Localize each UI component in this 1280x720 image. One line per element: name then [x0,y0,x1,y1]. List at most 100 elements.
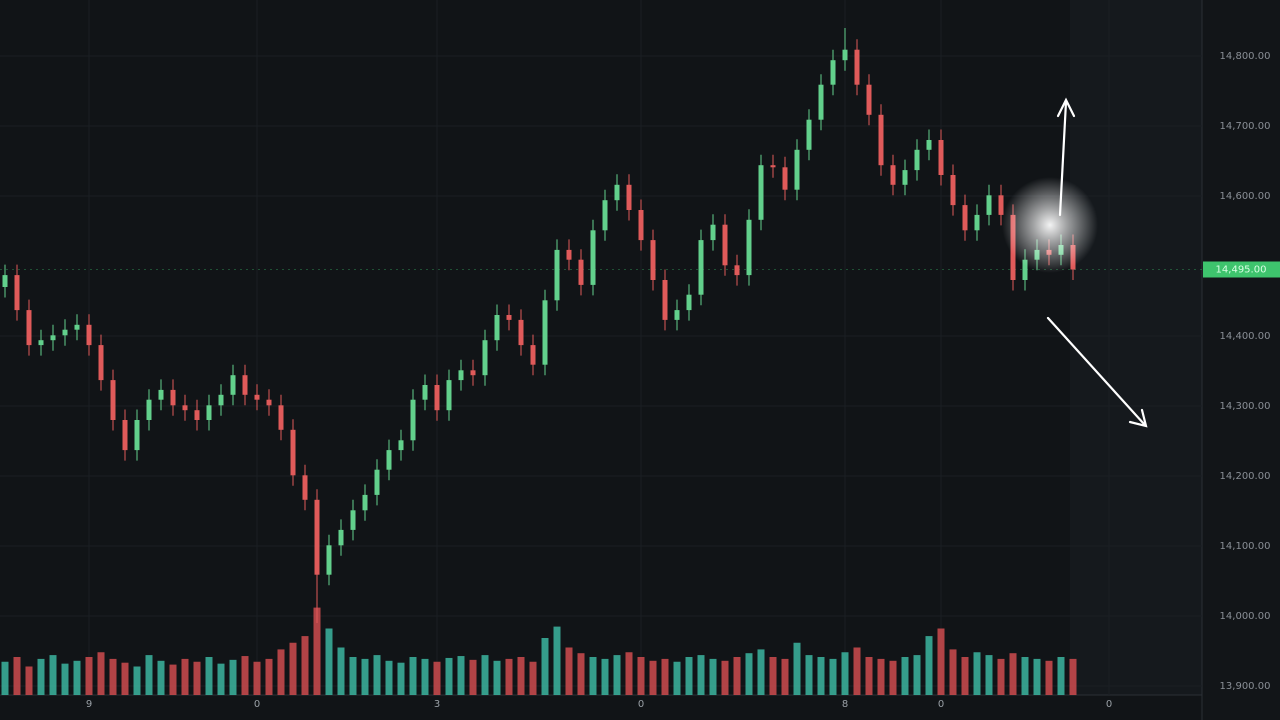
volume-bar [829,658,837,695]
candle-body [674,310,680,320]
candle-body [242,375,248,395]
volume-bar [661,658,669,695]
volume-bar [1057,657,1065,695]
volume-bar [421,658,429,695]
candle-body [950,175,956,206]
volume-bar [301,636,309,695]
volume-bar [709,658,717,695]
candle-body [974,214,980,231]
candle-body [122,420,128,451]
candle-body [86,324,92,346]
candle-body [722,224,728,266]
candle-body [518,319,524,346]
volume-bar [109,658,117,695]
candle-body [26,310,32,346]
candle-body [458,370,464,381]
x-tick-label: 0 [254,699,260,710]
volume-bar [997,658,1005,695]
volume-bar [937,628,945,695]
candle-body [614,184,620,201]
volume-bar [229,659,237,695]
candle-body [362,494,368,511]
volume-bar [193,661,201,695]
candle-body [626,184,632,210]
y-tick-label: 14,700.00 [1220,121,1271,132]
volume-bar [181,658,189,695]
candle-body [302,475,308,500]
volume-bar [397,662,405,695]
price-axis-panel [1202,0,1280,720]
volume-bar [481,655,489,695]
volume-bar [517,657,525,695]
x-tick-label: 0 [638,699,644,710]
volume-bar [625,652,633,695]
volume-bar [577,653,585,695]
volume-bar [1033,658,1041,695]
candle-body [206,405,212,420]
volume-bar [385,660,393,695]
volume-bar [469,659,477,695]
candle-body [830,60,836,85]
volume-bar [145,655,153,695]
volume-bar [757,649,765,695]
candle-body [482,340,488,376]
candle-body [962,205,968,231]
x-tick-label: 3 [434,699,440,710]
volume-bar [85,657,93,695]
candle-body [638,210,644,241]
volume-bar [433,661,441,695]
candle-body [446,380,452,411]
candle-body [110,380,116,420]
volume-bar [685,657,693,695]
arrows [1046,97,1148,428]
volume-bar [853,647,861,695]
volume-bar [289,642,297,695]
volume-bar [649,660,657,695]
volume-bar [241,656,249,695]
volume-bar [565,647,573,695]
volume-bar [745,653,753,695]
volume-bar [985,655,993,695]
candle-body [842,49,848,61]
candle-body [218,394,224,406]
volume-bar [1009,653,1017,695]
candle-body [146,399,152,420]
candle-body [734,265,740,276]
candle-body [554,249,560,301]
candle-body [350,510,356,530]
candle-body [98,345,104,381]
volume-bar [121,662,129,695]
candle-body [686,294,692,311]
candle-body [422,385,428,400]
volume-bar [337,647,345,695]
volume-bar [637,657,645,695]
up-arrow-head [1056,97,1076,118]
volume-bar [613,655,621,695]
candle-body [434,385,440,411]
candle-body [698,240,704,295]
x-tick-label: 9 [86,699,92,710]
volume-bar [901,657,909,695]
axis-layer: 14,800.00 14,700.00 14,600.00 14,400.00 14,3… [86,51,1280,710]
candle-body [506,315,512,320]
candle-body [926,140,932,150]
candle-body [266,399,272,406]
volume-bar [1045,660,1053,695]
candle-body [62,329,68,336]
candle-body [14,275,20,311]
candle-body [530,345,536,365]
candle-body [998,195,1004,215]
candle-body [542,300,548,365]
candle-layer [2,28,1076,623]
volume-bar [805,655,813,695]
volume-bar [25,666,33,695]
volume-bar [889,660,897,695]
volume-bar [445,657,453,695]
candle-body [38,340,44,346]
candle-body [986,195,992,215]
volume-bar [589,657,597,695]
volume-bar [1,661,9,695]
y-tick-label: 14,300.00 [1220,401,1271,412]
volume-bar [529,661,537,695]
candle-body [74,324,80,330]
